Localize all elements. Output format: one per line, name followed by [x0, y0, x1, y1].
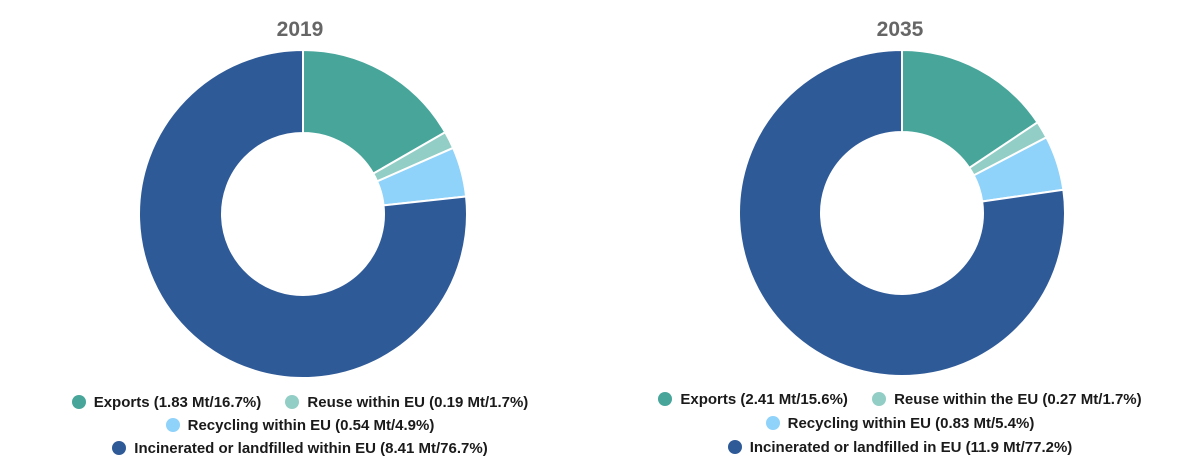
legend-item-incinerated: Incinerated or landfilled within EU (8.4… — [112, 439, 488, 457]
donut-chart — [138, 48, 468, 379]
legend-row: Exports (2.41 Mt/15.6%) Reuse within the… — [600, 390, 1200, 408]
legend-swatch-recycling — [765, 415, 780, 430]
legend-label: Reuse within EU (0.19 Mt/1.7%) — [307, 393, 529, 411]
legend-label: Exports (1.83 Mt/16.7%) — [93, 393, 262, 411]
legend-label: Exports (2.41 Mt/15.6%) — [680, 390, 848, 408]
legend-item-reuse: Reuse within EU (0.19 Mt/1.7%) — [285, 394, 528, 411]
chart-2035: 2035 Exports (2.41 Mt/15.6%) Reuse withi… — [600, 0, 1200, 473]
legend-label: Recycling within EU (0.83 Mt/5.4%) — [787, 414, 1035, 432]
legend-item-exports: Exports (1.83 Mt/16.7%) — [71, 393, 262, 411]
legend-item-recycling: Recycling within EU (0.54 Mt/4.9%) — [165, 416, 435, 434]
legend-label: Reuse within the EU (0.27 Mt/1.7%) — [894, 390, 1142, 408]
legend-swatch-exports — [71, 394, 86, 409]
legend-item-recycling: Recycling within EU (0.83 Mt/5.4%) — [765, 414, 1035, 432]
legend-item-incinerated: Incinerated or landfilled in EU (11.9 Mt… — [727, 438, 1073, 456]
legend-swatch-reuse — [285, 394, 300, 409]
legend-row: Exports (1.83 Mt/16.7%) Reuse within EU … — [0, 393, 600, 411]
legend-swatch-exports — [658, 391, 673, 406]
slice-incinerated — [738, 48, 1066, 377]
chart-title: 2035 — [876, 18, 924, 41]
slice-exports — [901, 48, 1039, 170]
legend-row: Recycling within EU (0.54 Mt/4.9%) — [0, 416, 600, 434]
legend-label: Incinerated or landfilled within EU (8.4… — [134, 439, 488, 457]
legend-label: Recycling within EU (0.54 Mt/4.9%) — [187, 416, 435, 434]
legend-item-reuse: Reuse within the EU (0.27 Mt/1.7%) — [872, 391, 1142, 408]
legend-swatch-incinerated — [112, 440, 127, 455]
legend-swatch-incinerated — [727, 439, 742, 454]
chart-title: 2019 — [276, 18, 324, 41]
legend-swatch-recycling — [165, 417, 180, 432]
slice-incinerated — [138, 48, 468, 379]
donut-chart — [738, 48, 1066, 377]
legend-label: Incinerated or landfilled in EU (11.9 Mt… — [749, 438, 1073, 456]
chart-2019: 2019 Exports (1.83 Mt/16.7%) Reuse withi… — [0, 18, 600, 457]
slice-exports — [302, 48, 447, 176]
legend-swatch-reuse — [872, 391, 887, 406]
legend-row: Incinerated or landfilled in EU (11.9 Mt… — [600, 438, 1200, 456]
legend-row: Incinerated or landfilled within EU (8.4… — [0, 439, 600, 457]
legend-row: Recycling within EU (0.83 Mt/5.4%) — [600, 414, 1200, 432]
legend-item-exports: Exports (2.41 Mt/15.6%) — [658, 391, 848, 408]
